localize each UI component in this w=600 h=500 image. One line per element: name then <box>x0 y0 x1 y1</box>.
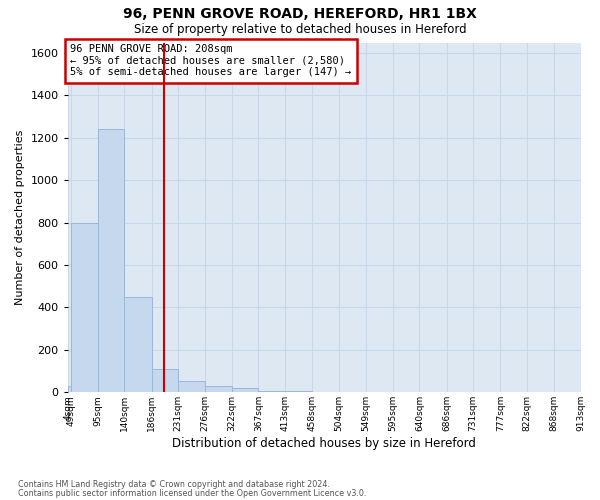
Bar <box>205 386 232 392</box>
Bar <box>98 130 124 392</box>
Bar <box>232 388 259 392</box>
Bar <box>71 222 98 392</box>
Text: Contains HM Land Registry data © Crown copyright and database right 2024.: Contains HM Land Registry data © Crown c… <box>18 480 330 489</box>
Text: 96 PENN GROVE ROAD: 208sqm
← 95% of detached houses are smaller (2,580)
5% of se: 96 PENN GROVE ROAD: 208sqm ← 95% of deta… <box>70 44 352 78</box>
Bar <box>259 390 286 392</box>
Text: Contains public sector information licensed under the Open Government Licence v3: Contains public sector information licen… <box>18 488 367 498</box>
Bar <box>124 297 152 392</box>
Y-axis label: Number of detached properties: Number of detached properties <box>15 130 25 305</box>
Bar <box>152 369 178 392</box>
Bar <box>68 386 71 392</box>
Text: 96, PENN GROVE ROAD, HEREFORD, HR1 1BX: 96, PENN GROVE ROAD, HEREFORD, HR1 1BX <box>123 8 477 22</box>
Text: Size of property relative to detached houses in Hereford: Size of property relative to detached ho… <box>134 22 466 36</box>
Bar <box>178 380 205 392</box>
X-axis label: Distribution of detached houses by size in Hereford: Distribution of detached houses by size … <box>172 437 476 450</box>
